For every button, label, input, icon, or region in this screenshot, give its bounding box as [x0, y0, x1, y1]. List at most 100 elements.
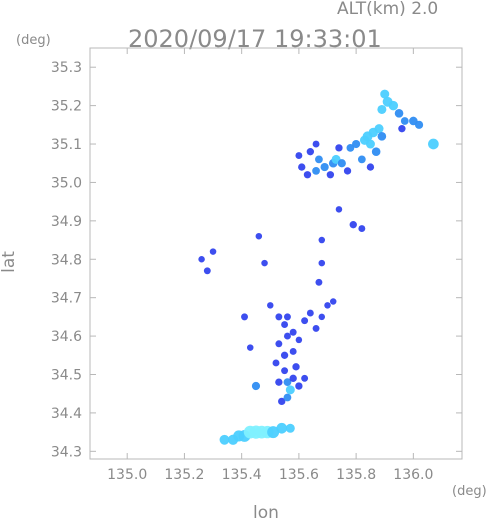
echo-point — [289, 374, 297, 383]
echo-point — [275, 340, 283, 348]
y-tick-label: 34.9 — [51, 214, 82, 230]
echo-point — [301, 374, 309, 382]
echo-point — [241, 313, 248, 321]
chart-subtitle: ALT(km) 2.0 — [337, 0, 438, 19]
y-tick-label: 35.3 — [51, 60, 82, 76]
x-tick-label: 136.0 — [393, 467, 433, 483]
echo-point — [329, 298, 337, 305]
echo-point — [377, 104, 387, 114]
y-tick-label: 35.1 — [51, 137, 82, 153]
y-tick-label: 35.2 — [51, 99, 82, 115]
echo-point — [374, 124, 384, 134]
echo-point — [398, 124, 406, 133]
echo-point — [267, 302, 274, 309]
echo-point — [394, 108, 404, 118]
echo-point — [306, 148, 315, 156]
echo-point — [289, 347, 297, 355]
echo-point — [366, 163, 375, 171]
echo-point — [272, 359, 280, 367]
y-tick-label: 34.4 — [51, 406, 82, 422]
echo-point — [414, 120, 424, 129]
echo-point — [278, 397, 286, 406]
echo-point — [318, 259, 326, 267]
y-unit-label: (deg) — [16, 33, 51, 48]
echo-point — [203, 267, 211, 275]
echo-point — [283, 313, 291, 321]
echo-point — [301, 317, 309, 325]
plot-area: 135.0 135.2 135.4 135.6 135.8 136.0 34.3 34.4 34… — [51, 47, 463, 483]
echo-point — [343, 167, 352, 175]
echo-point — [255, 232, 263, 240]
echo-point — [281, 367, 289, 375]
echo-point — [289, 328, 297, 336]
x-tick-label: 135.8 — [336, 467, 376, 483]
x-tick-label: 135.6 — [279, 467, 319, 483]
x-tick-label: 135.2 — [164, 467, 204, 483]
echo-point — [318, 313, 326, 321]
echo-point — [335, 206, 343, 213]
echo-point — [209, 248, 217, 255]
echo-point — [283, 393, 292, 402]
x-tick-label: 135.0 — [107, 467, 147, 483]
echo-point — [298, 163, 306, 171]
echo-point — [295, 152, 303, 160]
echo-point — [346, 143, 355, 152]
echo-point — [352, 139, 361, 149]
echo-point — [312, 324, 320, 332]
echo-point — [371, 147, 381, 157]
echo-point — [267, 426, 280, 439]
echo-point — [357, 155, 366, 164]
y-tick-label: 34.7 — [51, 291, 82, 307]
echo-point — [275, 313, 283, 321]
echo-point — [276, 422, 288, 434]
echo-point — [198, 256, 205, 263]
echo-point — [281, 321, 289, 329]
y-axis-label: lat — [0, 251, 19, 273]
echo-point — [315, 155, 323, 164]
echo-point — [275, 378, 283, 386]
echo-point — [285, 423, 295, 433]
echo-point — [388, 100, 399, 111]
echo-point — [320, 162, 329, 172]
echo-point — [335, 144, 343, 152]
echo-point — [365, 139, 375, 149]
echo-point — [280, 351, 289, 359]
y-tick-label: 34.3 — [51, 444, 82, 460]
echo-point — [283, 332, 291, 340]
echo-point — [219, 434, 230, 445]
echo-point — [326, 171, 335, 179]
echo-point — [400, 117, 409, 125]
echo-point — [377, 132, 387, 141]
y-tick-label: 34.5 — [51, 367, 82, 383]
x-tick-label: 135.4 — [222, 467, 262, 483]
echo-point — [380, 89, 390, 99]
plot-frame — [89, 47, 463, 460]
echo-point — [358, 225, 366, 232]
echo-point — [349, 221, 357, 229]
echo-point — [261, 259, 268, 267]
echo-point — [324, 302, 331, 309]
echo-point — [428, 138, 439, 150]
echo-point — [246, 344, 254, 351]
echo-point — [318, 236, 326, 244]
x-unit-label: (deg) — [452, 484, 487, 499]
echo-point — [303, 171, 312, 179]
echo-point — [285, 385, 295, 395]
echo-point — [315, 278, 323, 286]
y-tick-label: 34.8 — [51, 252, 82, 268]
echo-point — [295, 336, 303, 344]
y-tick-label: 34.6 — [51, 329, 82, 345]
echo-point — [292, 363, 300, 371]
echo-point — [251, 381, 261, 391]
echo-point — [306, 309, 314, 317]
echo-point — [337, 159, 346, 168]
echo-point — [312, 167, 320, 175]
echo-point — [295, 382, 303, 390]
chart-title: 2020/09/17 19:33:01 — [128, 25, 382, 53]
y-tick-label: 35.0 — [51, 175, 82, 191]
echo-point — [312, 140, 320, 148]
echo-point — [283, 378, 292, 387]
x-axis-label: lon — [253, 503, 279, 521]
